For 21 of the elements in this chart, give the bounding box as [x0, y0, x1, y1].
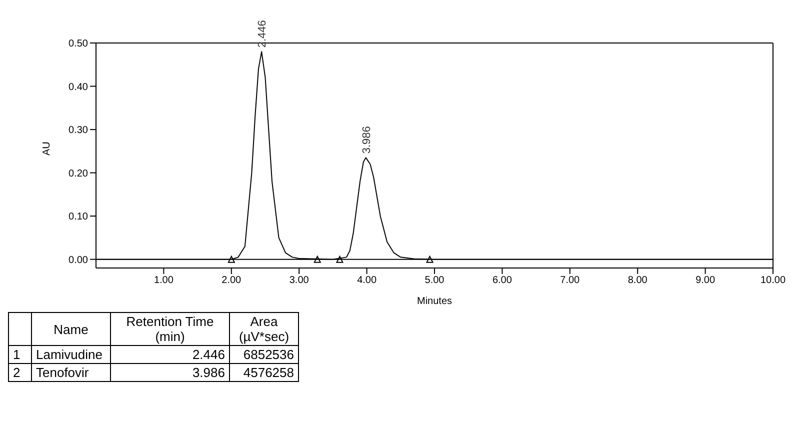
x-tick-label: 9.00 — [696, 275, 716, 286]
x-tick-label: 8.00 — [628, 275, 648, 286]
y-tick-label: 0.50 — [68, 38, 88, 50]
x-tick-label: 6.00 — [492, 275, 512, 286]
x-tick-label: 4.00 — [357, 275, 377, 286]
x-tick-label: 3.00 — [289, 275, 310, 286]
x-axis-title: Minutes — [416, 296, 452, 307]
x-tick-label: 5.00 — [424, 275, 445, 286]
y-tick-label: 0.30 — [68, 125, 88, 136]
results-table: Name Retention Time (min) Area (µV*sec) 1 Lamivudine 2.446 6852536 2 Tenofovir 3.986 4576258 — [8, 312, 299, 382]
y-axis-title: AU — [42, 142, 53, 156]
y-tick-label: 0.20 — [68, 168, 88, 180]
x-tick-label: 7.00 — [560, 275, 580, 286]
x-tick-label: 2.00 — [222, 275, 242, 286]
annotation: 3.986 — [360, 126, 373, 154]
x-tick-label: 10.00 — [760, 275, 786, 286]
annotation: 2.446 — [256, 20, 269, 48]
y-tick-label: 0.00 — [68, 254, 88, 266]
y-tick-label: 0.10 — [68, 212, 88, 223]
x-tick-label: 1.00 — [154, 275, 174, 286]
y-tick-label: 0.40 — [68, 82, 88, 93]
